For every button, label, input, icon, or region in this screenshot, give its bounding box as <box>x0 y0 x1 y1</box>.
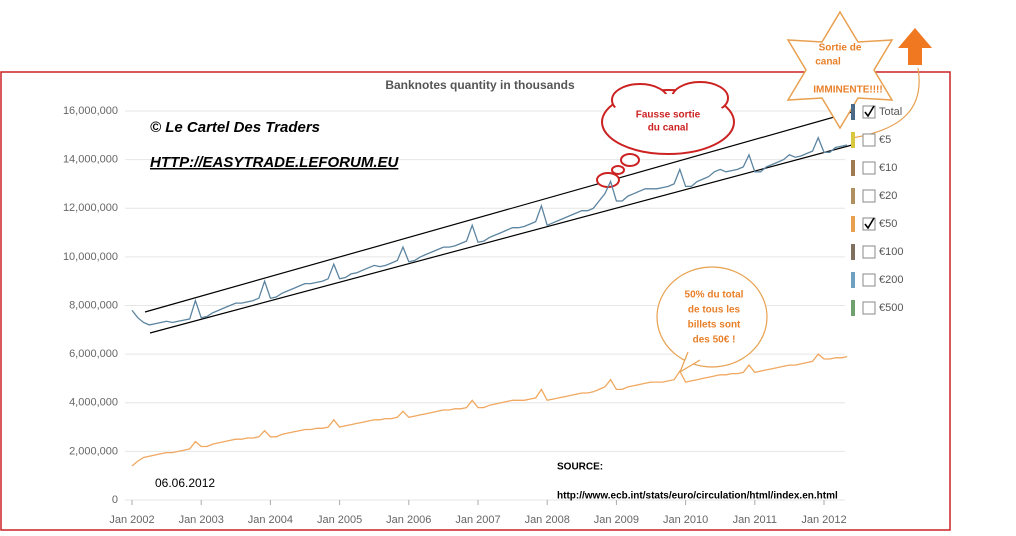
x-tick-label: Jan 2006 <box>386 514 431 526</box>
legend-checkbox <box>862 273 876 287</box>
legend-color <box>851 300 855 316</box>
bubble-text: 50% du total <box>685 290 744 301</box>
frame <box>0 71 951 531</box>
bubble-text: de tous les <box>688 305 741 316</box>
star <box>786 10 894 130</box>
y-tick-label: 8,000,000 <box>69 299 118 311</box>
legend-label: €20 <box>879 190 897 202</box>
legend-checkbox <box>862 133 876 147</box>
arrow <box>898 28 932 65</box>
star-text: IMMINENTE!!!! <box>813 85 882 96</box>
source-url: http://www.ecb.int/stats/euro/circulatio… <box>557 491 838 502</box>
legend-checkbox <box>862 245 876 259</box>
bubble-text: des 50€ ! <box>693 335 736 346</box>
x-tick-label: Jan 2007 <box>455 514 500 526</box>
legend-label: €500 <box>879 302 903 314</box>
source-label: SOURCE: <box>557 462 603 473</box>
x-tick-label: Jan 2002 <box>109 514 154 526</box>
y-tick-label: 0 <box>112 494 118 506</box>
legend-color <box>851 216 855 232</box>
channel-top <box>144 111 853 313</box>
site: HTTP://EASYTRADE.LEFORUM.EU <box>150 154 400 171</box>
legend-color <box>851 132 855 148</box>
y-tick-label: 6,000,000 <box>69 348 118 360</box>
x-tick-label: Jan 2012 <box>801 514 846 526</box>
x-tick-label: Jan 2011 <box>733 514 777 526</box>
y-tick-label: 12,000,000 <box>63 202 118 214</box>
legend-check <box>864 105 875 118</box>
legend-color <box>851 244 855 260</box>
chart-title: Banknotes quantity in thousands <box>385 78 575 92</box>
series-line <box>131 135 848 326</box>
legend-label: €100 <box>879 246 903 258</box>
x-tick-label: Jan 2004 <box>248 514 293 526</box>
x-tick-label: Jan 2003 <box>179 514 224 526</box>
x-tick-label: Jan 2009 <box>594 514 639 526</box>
series-line <box>131 353 848 467</box>
legend-color <box>851 272 855 288</box>
legend-check <box>864 217 875 230</box>
legend-color <box>851 160 855 176</box>
x-tick-label: Jan 2010 <box>663 514 708 526</box>
legend-checkbox <box>862 301 876 315</box>
legend-label: €200 <box>879 274 903 286</box>
star-text: Sortie de <box>819 43 862 54</box>
x-tick-label: Jan 2008 <box>525 514 570 526</box>
cloud-text: du canal <box>648 123 689 134</box>
legend-checkbox <box>862 161 876 175</box>
cloud-text: Fausse sortie <box>636 110 701 121</box>
legend-label: €5 <box>879 134 891 146</box>
star-text: canal <box>815 57 841 68</box>
cloud <box>596 81 735 188</box>
date: 06.06.2012 <box>155 476 215 490</box>
legend-label: Total <box>879 106 902 118</box>
y-tick-label: 16,000,000 <box>63 105 118 117</box>
legend-checkbox <box>862 189 876 203</box>
y-tick-label: 14,000,000 <box>63 154 118 166</box>
x-tick-label: Jan 2005 <box>317 514 362 526</box>
bubble <box>656 266 768 368</box>
legend-color <box>851 104 855 120</box>
y-tick-label: 4,000,000 <box>69 397 118 409</box>
y-tick-label: 10,000,000 <box>63 251 118 263</box>
channel-bottom <box>149 144 853 334</box>
bubble-text: billets sont <box>688 320 741 331</box>
copyright: © Le Cartel Des Traders <box>150 119 320 136</box>
legend-label: €10 <box>879 162 897 174</box>
y-tick-label: 2,000,000 <box>69 445 118 457</box>
legend-label: €50 <box>879 218 897 230</box>
legend-color <box>851 188 855 204</box>
